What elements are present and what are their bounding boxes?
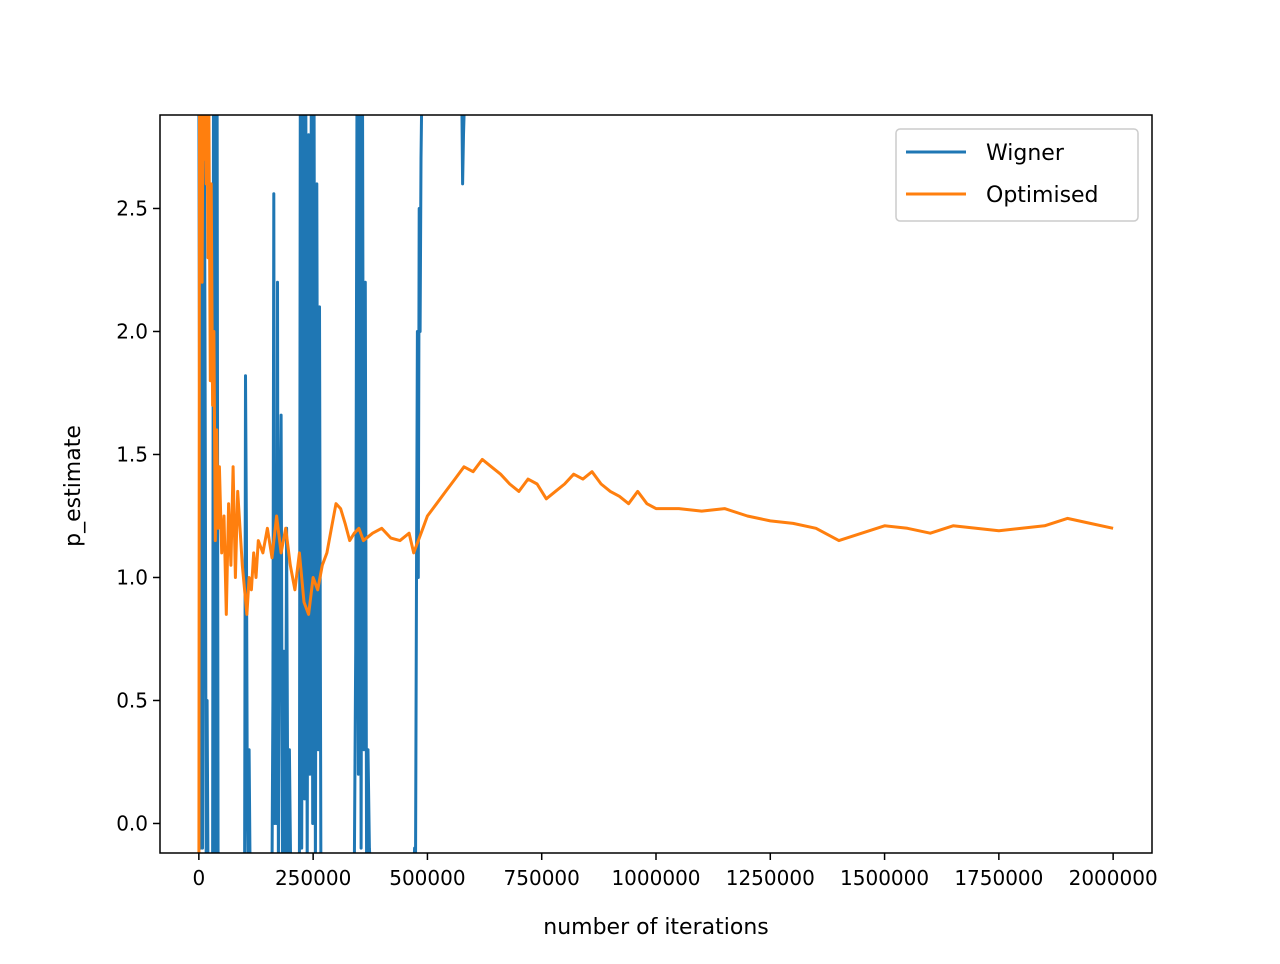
y-tick-label: 0.5 xyxy=(116,688,148,712)
y-tick-label: 0.0 xyxy=(116,811,148,835)
x-tick-label: 750000 xyxy=(504,866,580,890)
x-tick-label: 1250000 xyxy=(726,866,815,890)
x-tick-label: 1500000 xyxy=(840,866,929,890)
series-line-wigner xyxy=(197,115,466,853)
x-axis: 0 250000 500000 750000 1000000 1250000 1500000… xyxy=(192,853,1158,890)
legend: Wigner Optimised xyxy=(895,128,1139,222)
x-tick-label: 500000 xyxy=(389,866,465,890)
legend-label-wigner: Wigner xyxy=(986,141,1065,166)
y-tick-label: 1.5 xyxy=(116,442,148,466)
x-tick-label: 2000000 xyxy=(1069,866,1158,890)
series-layer xyxy=(197,115,1114,853)
x-tick-label: 0 xyxy=(192,866,205,890)
y-tick-label: 1.0 xyxy=(116,565,148,589)
y-tick-label: 2.5 xyxy=(116,196,148,220)
y-tick-label: 2.0 xyxy=(116,319,148,343)
series-line-optimised xyxy=(197,115,1114,853)
x-tick-label: 250000 xyxy=(275,866,351,890)
x-axis-label: number of iterations xyxy=(543,915,768,940)
legend-label-optimised: Optimised xyxy=(986,183,1099,208)
y-axis-label: p_estimate xyxy=(61,425,86,547)
x-tick-label: 1750000 xyxy=(954,866,1043,890)
y-axis: 0.0 0.5 1.0 1.5 2.0 2.5 xyxy=(116,196,160,835)
x-tick-label: 1000000 xyxy=(611,866,700,890)
